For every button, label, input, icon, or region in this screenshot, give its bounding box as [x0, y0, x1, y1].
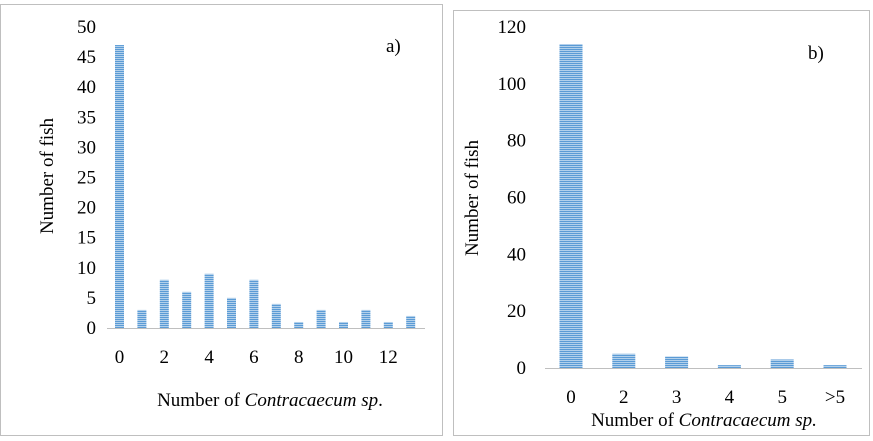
panel-b-y-ticks: 0 20 40 60 80 100 120 [498, 17, 527, 379]
panel-b-frame [453, 10, 870, 436]
panel-b-x-ticks: 0 2 3 4 5 >5 [566, 387, 845, 408]
panel-a-y-tick-label: 35 [77, 107, 96, 128]
panel-a-y-tick-label: 20 [77, 198, 96, 219]
panel-b-bar [612, 353, 636, 368]
panel-b-y-tick-label: 80 [507, 131, 526, 152]
panel-a-y-tick-label: 30 [77, 137, 96, 158]
panel-a-y-tick-label: 15 [77, 228, 96, 249]
panel-a-xlabel-prefix: Number of [157, 390, 245, 411]
panel-a-bar [316, 309, 326, 328]
panel-a-x-tick-label: 6 [249, 347, 259, 368]
chart-panel-a: a) Number of fish Number of Contracaecum… [0, 4, 443, 436]
panel-b-x-tick-label: 4 [725, 387, 735, 408]
panel-a-x-tick-label: 0 [115, 347, 125, 368]
panel-b-ylabel: Number of fish [462, 139, 483, 256]
panel-b-x-tick-label: 3 [672, 387, 682, 408]
panel-a-y-tick-label: 45 [77, 47, 96, 68]
panel-b-x-tick-label: 5 [777, 387, 787, 408]
panel-a-y-tick-label: 0 [87, 318, 97, 339]
panel-b-y-tick-label: 60 [507, 188, 526, 209]
panel-a-frame [0, 4, 443, 436]
panel-a-xlabel-italic: Contracaecum sp [245, 390, 379, 411]
panel-a-label: a) [386, 36, 401, 57]
panel-b-bar [770, 359, 794, 368]
panel-b-bar [823, 365, 847, 368]
panel-b-y-tick-label: 120 [498, 17, 527, 38]
panel-a-y-ticks: 0 5 10 15 20 25 30 35 40 45 50 [77, 17, 96, 339]
panel-a-x-ticks: 0 2 4 6 8 10 12 [115, 347, 398, 368]
panel-a-bar [204, 273, 214, 328]
panel-a-y-tick-label: 25 [77, 168, 96, 189]
panel-a-x-tick-label: 12 [379, 347, 398, 368]
panel-a-xlabel-suffix: . [378, 390, 383, 411]
panel-a-x-tick-label: 2 [160, 347, 170, 368]
panel-b-label: b) [808, 43, 824, 64]
panel-a-bar [227, 297, 236, 328]
panel-a-bar [249, 279, 259, 328]
panel-a-y-tick-label: 40 [77, 77, 96, 98]
panel-a-y-tick-label: 5 [87, 288, 97, 309]
panel-b-bar [665, 356, 689, 368]
panel-b-x-tick-label: 0 [566, 387, 576, 408]
panel-b-y-tick-label: 20 [507, 301, 526, 322]
panel-a-bar [361, 309, 371, 328]
panel-b-xlabel-prefix: Number of [591, 410, 679, 431]
panel-a-xlabel: Number of Contracaecum sp. [157, 390, 383, 411]
panel-b-xlabel: Number of Contracaecum sp. [591, 410, 817, 431]
panel-a-bar [383, 321, 393, 328]
panel-a-x-tick-label: 8 [294, 347, 304, 368]
panel-a-y-tick-label: 10 [77, 258, 96, 279]
panel-b-xlabel-italic: Contracaecum sp. [679, 410, 817, 431]
panel-a-bar [406, 315, 416, 328]
panel-a-x-tick-label: 4 [204, 347, 214, 368]
panel-a-bar [294, 321, 304, 328]
panel-a-bar [137, 309, 147, 328]
panel-a-bar [159, 279, 169, 328]
panel-b-y-tick-label: 0 [517, 358, 527, 379]
panel-a-y-tick-label: 50 [77, 17, 96, 38]
panel-b-bar [559, 44, 583, 369]
panel-a-bar [115, 45, 124, 329]
panel-b-x-tick-label: 2 [619, 387, 629, 408]
panel-a-bar [339, 321, 348, 328]
panel-b-y-tick-label: 40 [507, 244, 526, 265]
panel-b-bars [559, 44, 847, 369]
panel-a-ylabel: Number of fish [37, 117, 58, 234]
chart-panel-b: b) Number of fish Number of Contracaecum… [453, 10, 870, 436]
panel-a-x-tick-label: 10 [334, 347, 353, 368]
panel-b-x-tick-label: >5 [825, 387, 845, 408]
panel-a-bar [271, 303, 281, 328]
panel-a-bars [115, 45, 416, 329]
panel-b-bar [717, 365, 741, 368]
panel-a-bar [182, 291, 192, 328]
panel-b-y-tick-label: 100 [498, 74, 527, 95]
